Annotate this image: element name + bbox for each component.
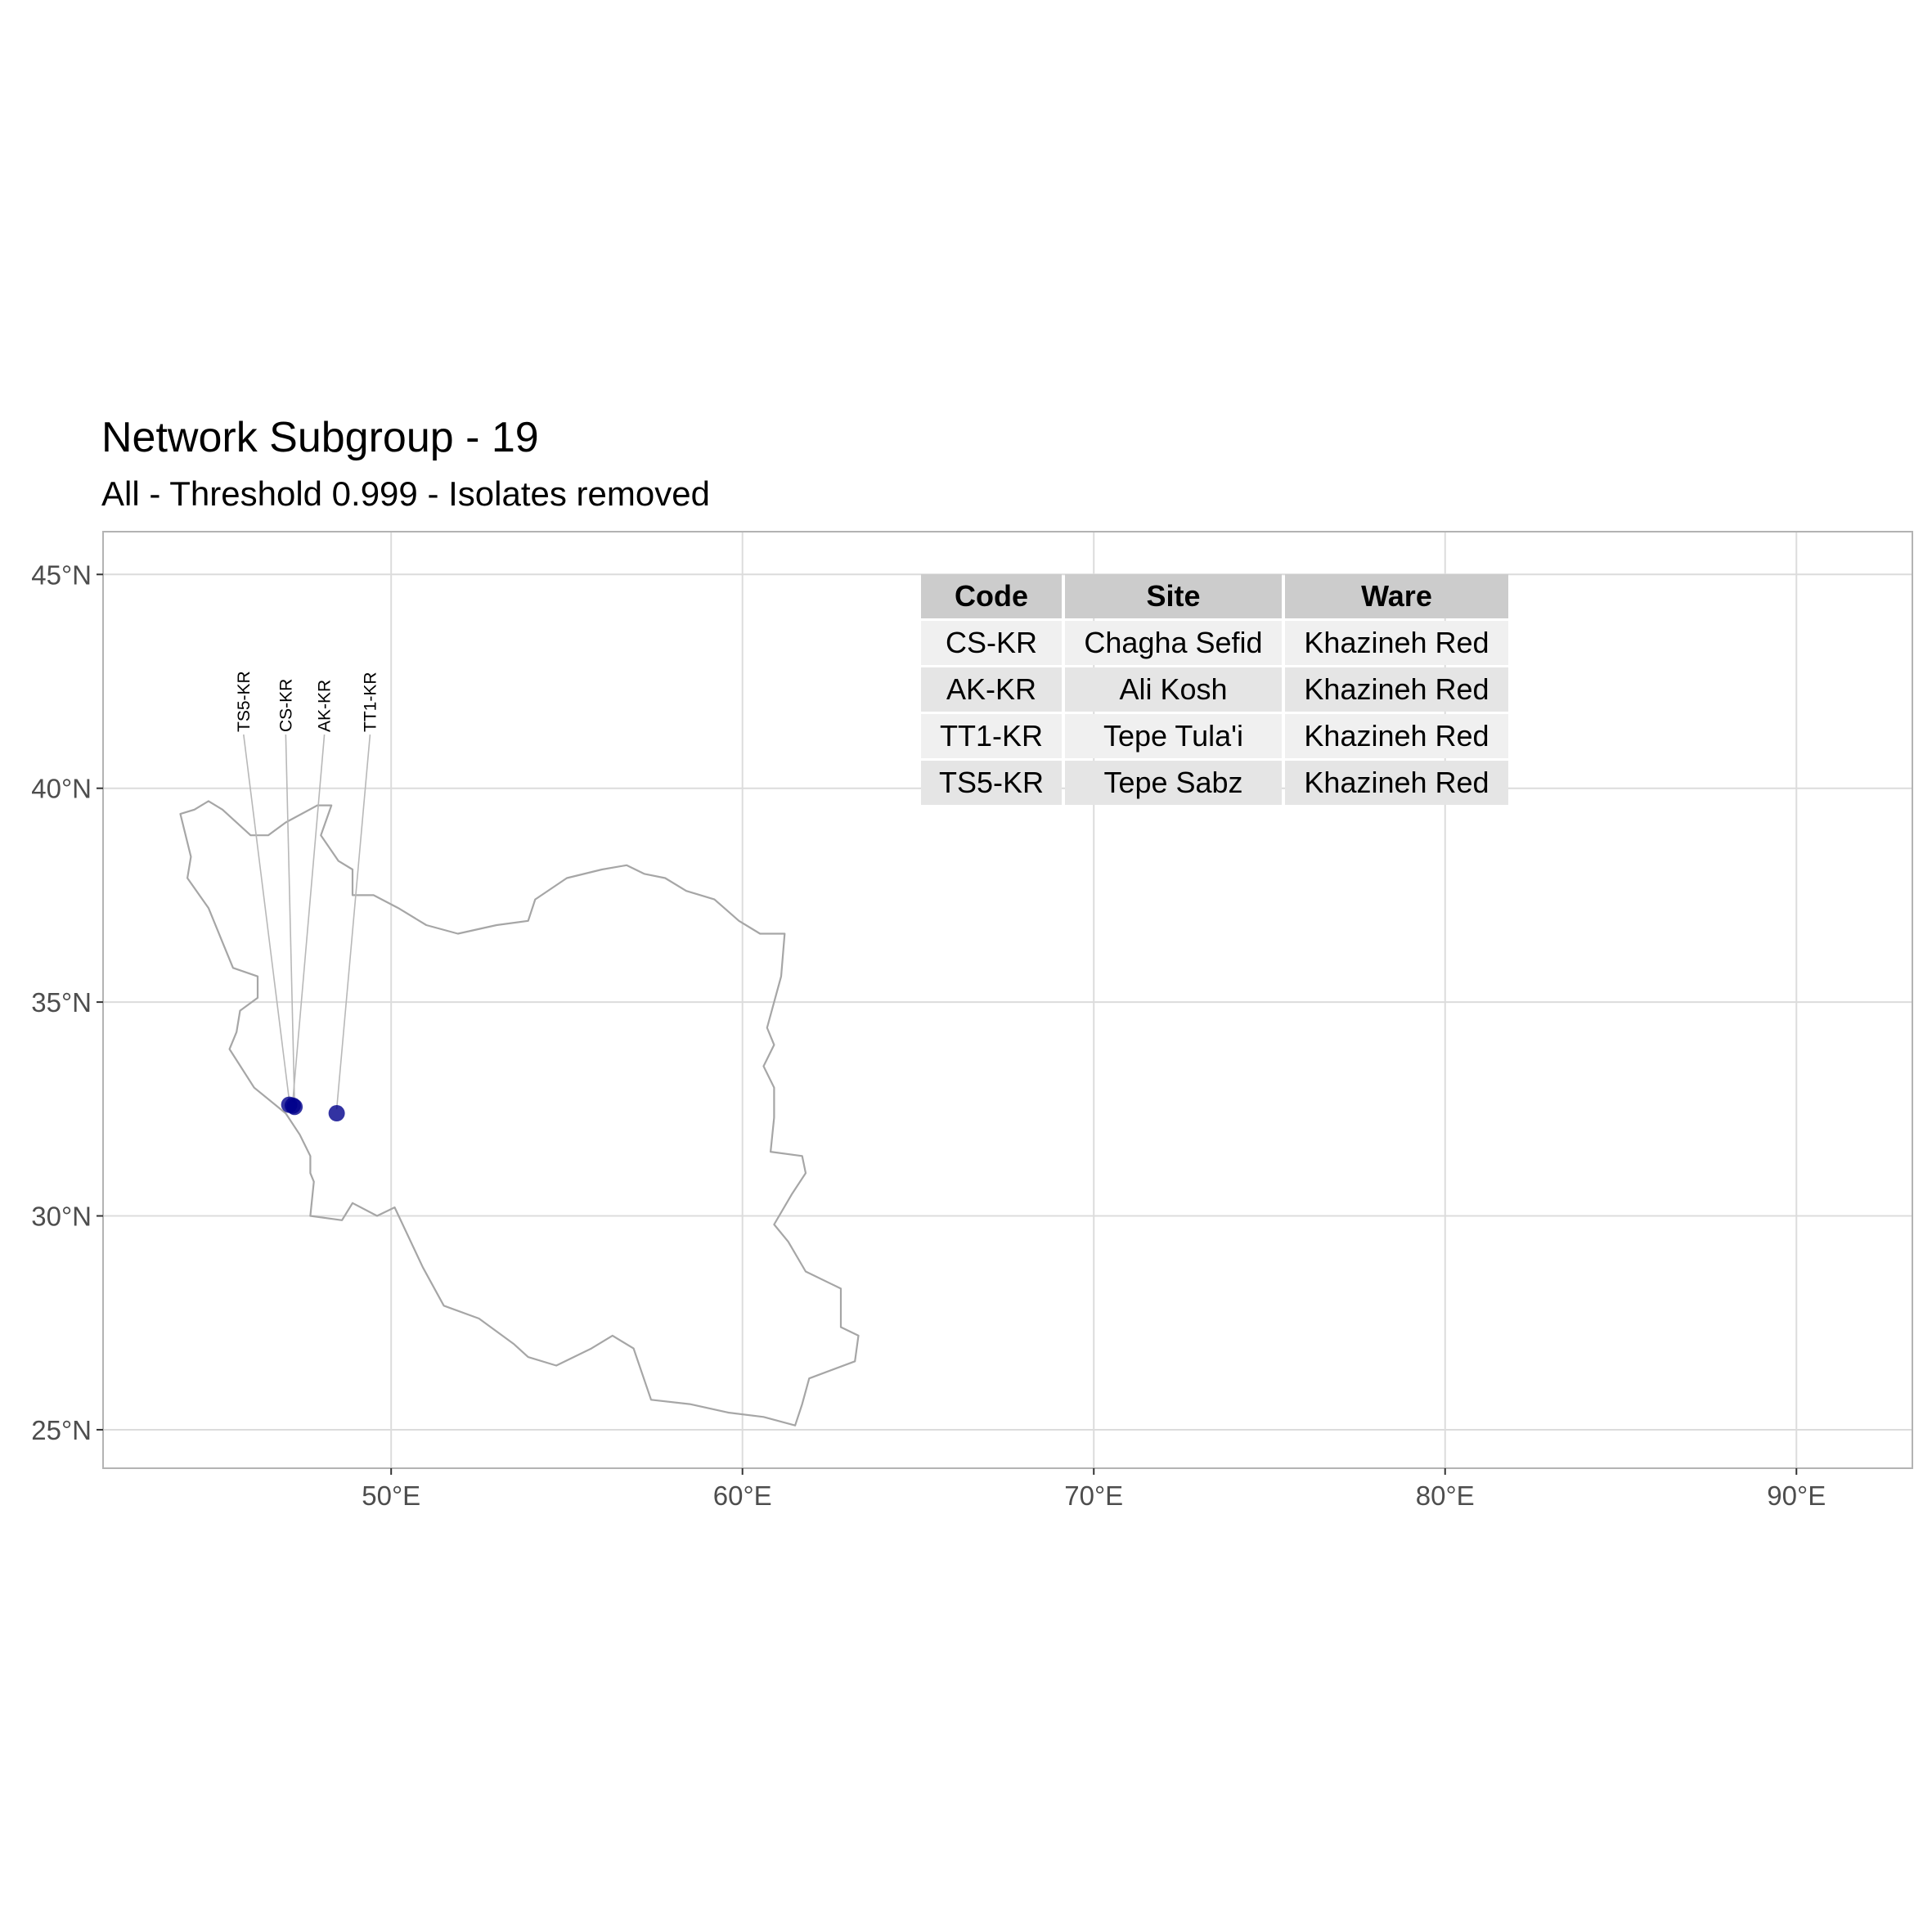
- table-header-label: Site: [1146, 579, 1200, 613]
- site-point: [328, 1105, 345, 1122]
- table-cell-bg: [1065, 714, 1282, 758]
- x-tick-label: 60°E: [713, 1480, 772, 1511]
- y-tick-label: 45°N: [31, 559, 92, 590]
- chart-subtitle: All - Threshold 0.999 - Isolates removed: [101, 474, 710, 513]
- table-cell: CS-KR: [946, 626, 1037, 659]
- table-cell-bg: [921, 761, 1062, 805]
- table-cell-bg: [921, 667, 1062, 712]
- country-outline: [179, 800, 860, 1427]
- iran-border: [179, 800, 860, 1427]
- site-table: Code Site Ware CS-KR Chagha Sefid Khazineh Re…: [921, 574, 1508, 805]
- table-cell-bg: [921, 714, 1062, 758]
- table-cell-bg: [1065, 621, 1282, 665]
- site-label: AK-KR: [316, 680, 335, 732]
- table-cell: TS5-KR: [939, 766, 1044, 799]
- x-tick-label: 90°E: [1767, 1480, 1826, 1511]
- table-cell: Chagha Sefid: [1084, 626, 1262, 659]
- table-cell-bg: [1065, 667, 1282, 712]
- site-points: [281, 1096, 345, 1122]
- x-axis-ticks: 50°E 60°E 70°E 80°E 90°E: [362, 1468, 1826, 1511]
- site-point: [284, 1097, 301, 1114]
- site-label: TT1-KR: [361, 672, 380, 733]
- leader-line: [335, 734, 371, 1110]
- table-cell-bg: [1285, 714, 1508, 758]
- table-cell-bg: [1285, 761, 1508, 805]
- table-header-cell: [921, 574, 1062, 618]
- label-leader-lines: [243, 734, 371, 1110]
- leader-line: [243, 734, 290, 1101]
- y-axis-ticks: 25°N 30°N 35°N 40°N 45°N: [31, 559, 103, 1445]
- table-cell: Khazineh Red: [1304, 719, 1489, 753]
- table-cell: Khazineh Red: [1304, 626, 1489, 659]
- x-tick-label: 70°E: [1064, 1480, 1123, 1511]
- table-cell: Khazineh Red: [1304, 766, 1489, 799]
- x-tick-label: 80°E: [1416, 1480, 1475, 1511]
- table-cell-bg: [1285, 621, 1508, 665]
- chart-title: Network Subgroup - 19: [101, 414, 539, 461]
- y-tick-label: 25°N: [31, 1415, 92, 1445]
- table-cell-bg: [1065, 761, 1282, 805]
- table-header-cell: [1065, 574, 1282, 618]
- table-cell: Ali Kosh: [1119, 672, 1227, 706]
- table-header-label: Ware: [1361, 579, 1432, 613]
- table-header-label: Code: [955, 579, 1028, 613]
- table-cell: AK-KR: [946, 672, 1036, 706]
- table-cell: Tepe Sabz: [1103, 766, 1242, 799]
- site-label: TS5-KR: [235, 671, 254, 732]
- panel-border: [102, 531, 1913, 1469]
- y-tick-label: 40°N: [31, 774, 92, 804]
- table-cell-bg: [921, 621, 1062, 665]
- y-tick-label: 35°N: [31, 987, 92, 1018]
- table-cell: TT1-KR: [940, 719, 1043, 753]
- site-label: CS-KR: [276, 679, 295, 732]
- leader-line: [285, 734, 295, 1103]
- site-labels: TS5-KR CS-KR AK-KR TT1-KR: [235, 671, 380, 732]
- table-header-cell: [1285, 574, 1508, 618]
- y-tick-label: 30°N: [31, 1202, 92, 1232]
- table-cell: Khazineh Red: [1304, 672, 1489, 706]
- table-cell-bg: [1285, 667, 1508, 712]
- x-tick-label: 50°E: [362, 1480, 420, 1511]
- table-cell: Tepe Tula'i: [1103, 719, 1243, 753]
- leader-line: [292, 734, 326, 1102]
